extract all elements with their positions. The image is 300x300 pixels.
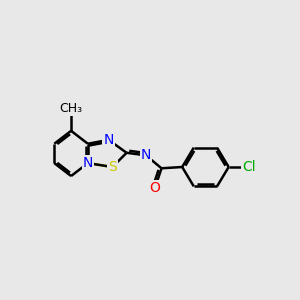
- Text: O: O: [150, 181, 160, 195]
- Text: N: N: [103, 133, 114, 147]
- Text: Cl: Cl: [242, 160, 256, 174]
- Text: N: N: [141, 148, 151, 162]
- Text: N: N: [83, 156, 93, 170]
- Text: CH₃: CH₃: [59, 102, 83, 116]
- Text: S: S: [108, 160, 117, 174]
